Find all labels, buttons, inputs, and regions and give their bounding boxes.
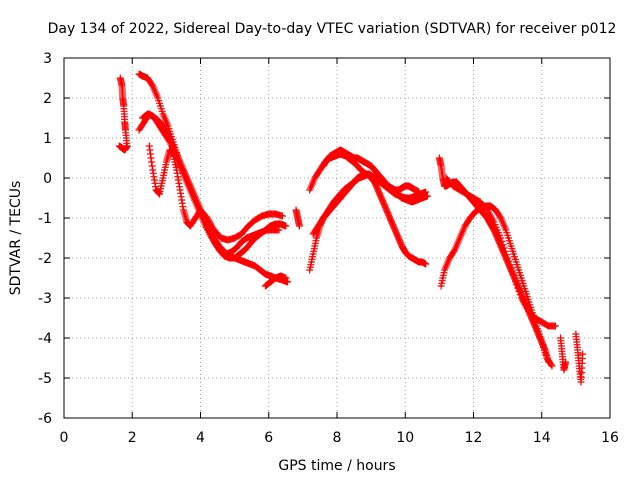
data-point [505,257,513,265]
y-axis-ticks: -6 -5 -4 -3 -2 -1 0 1 2 3 [38,51,610,427]
data-point [295,222,303,230]
x-tick-label: 6 [264,430,273,446]
data-point [282,222,290,230]
data-point [500,244,508,252]
series-track-3 [135,70,292,286]
y-tick-label: 0 [43,171,52,187]
data-point [206,230,214,238]
data-point [496,213,504,221]
data-point [506,261,514,269]
y-tick-label: -4 [38,331,52,347]
data-point [204,227,212,235]
series-track-1 [116,74,131,150]
data-point [512,277,520,285]
x-axis-title: GPS time / hours [278,458,395,474]
y-tick-label: 3 [43,51,52,67]
data-point [548,362,556,370]
data-point [202,224,210,232]
x-tick-label: 4 [196,430,205,446]
y-tick-label: -5 [38,371,52,387]
data-point [423,192,431,200]
data-point [508,267,516,275]
series-track-7 [261,272,290,290]
data-point [202,222,210,230]
data-point [284,278,292,286]
data-point [551,322,559,330]
data-point [510,274,518,282]
series-track-2 [115,142,131,154]
data-point [497,234,505,242]
series-track-15 [442,174,559,330]
data-point [516,291,524,299]
data-point [514,284,522,292]
x-tick-label: 8 [333,430,342,446]
data-point [165,137,173,145]
data-point [275,226,283,234]
y-tick-label: 1 [43,131,52,147]
x-tick-label: 0 [60,430,69,446]
data-point [422,188,430,196]
series-track-17 [572,330,587,386]
data-point [499,241,507,249]
x-tick-label: 16 [601,430,619,446]
data-point [450,247,458,255]
data-point [507,264,515,272]
data-point [513,281,521,289]
y-tick-label: -6 [38,411,52,427]
data-point [422,260,430,268]
x-tick-label: 10 [396,430,414,446]
y-tick-label: -1 [38,211,52,227]
x-tick-label: 2 [128,430,137,446]
data-point [498,237,506,245]
data-point [547,361,555,369]
y-axis-title: SDTVAR / TECUs [8,181,24,296]
chart-title: Day 134 of 2022, Sidereal Day-to-day VTE… [48,21,617,37]
data-points [115,70,587,386]
data-point [502,251,510,259]
data-point [579,350,587,358]
grid-lines [64,58,610,418]
series-track-16 [557,334,570,374]
data-point [562,358,570,366]
data-point [515,287,523,295]
x-tick-label: 12 [465,430,483,446]
series-track-6 [135,110,283,258]
data-point [415,188,423,196]
data-point [148,81,156,89]
data-point [504,254,512,262]
data-point [205,229,213,237]
x-tick-label: 14 [533,430,551,446]
series-track-8 [292,206,303,230]
data-point [282,274,290,282]
data-point [278,212,286,220]
y-tick-label: -2 [38,251,52,267]
x-axis-ticks: 0 2 4 6 8 10 12 14 16 [60,58,619,446]
y-tick-label: 2 [43,91,52,107]
series-track-12 [319,146,423,196]
data-point [509,271,517,279]
data-point [501,247,509,255]
data-point [203,225,211,233]
data-point [123,142,131,150]
y-tick-label: -3 [38,291,52,307]
